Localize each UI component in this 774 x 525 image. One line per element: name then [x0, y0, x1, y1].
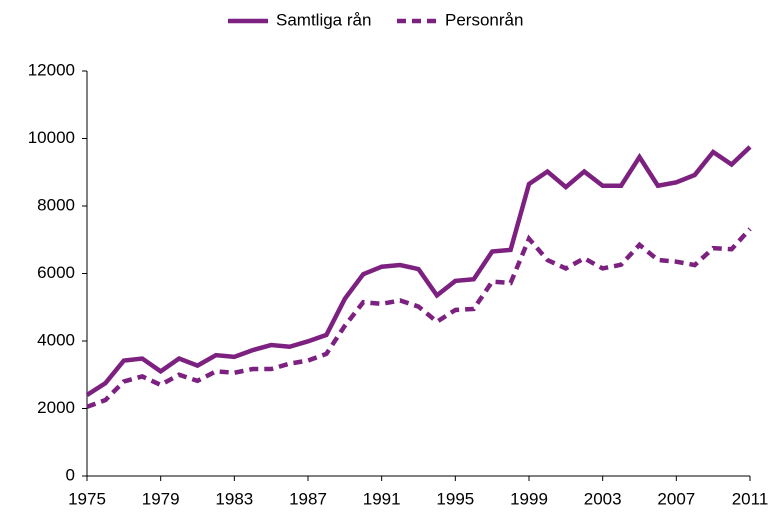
- x-tick-label: 1995: [436, 489, 474, 508]
- x-tick-label: 1999: [510, 489, 548, 508]
- x-tick-label: 2007: [657, 489, 695, 508]
- series-line: [86, 227, 752, 409]
- x-tick-label: 2003: [584, 489, 622, 508]
- y-tick-label: 4000: [37, 330, 75, 349]
- x-tick-label: 1987: [289, 489, 327, 508]
- legend-label: Samtliga rån: [276, 10, 371, 29]
- y-tick-label: 10000: [28, 128, 75, 147]
- x-tick-label: 1979: [142, 489, 180, 508]
- x-tick-label: 1975: [68, 489, 106, 508]
- legend-label: Personrån: [445, 10, 523, 29]
- x-tick-label: 2011: [732, 489, 769, 508]
- y-tick-label: 6000: [37, 263, 75, 282]
- y-tick-label: 0: [66, 465, 75, 484]
- x-tick-label: 1983: [215, 489, 253, 508]
- y-tick-label: 2000: [37, 398, 75, 417]
- y-tick-label: 8000: [37, 195, 75, 214]
- x-tick-label: 1991: [363, 489, 401, 508]
- y-tick-label: 12000: [28, 60, 75, 79]
- series-line: [85, 145, 752, 397]
